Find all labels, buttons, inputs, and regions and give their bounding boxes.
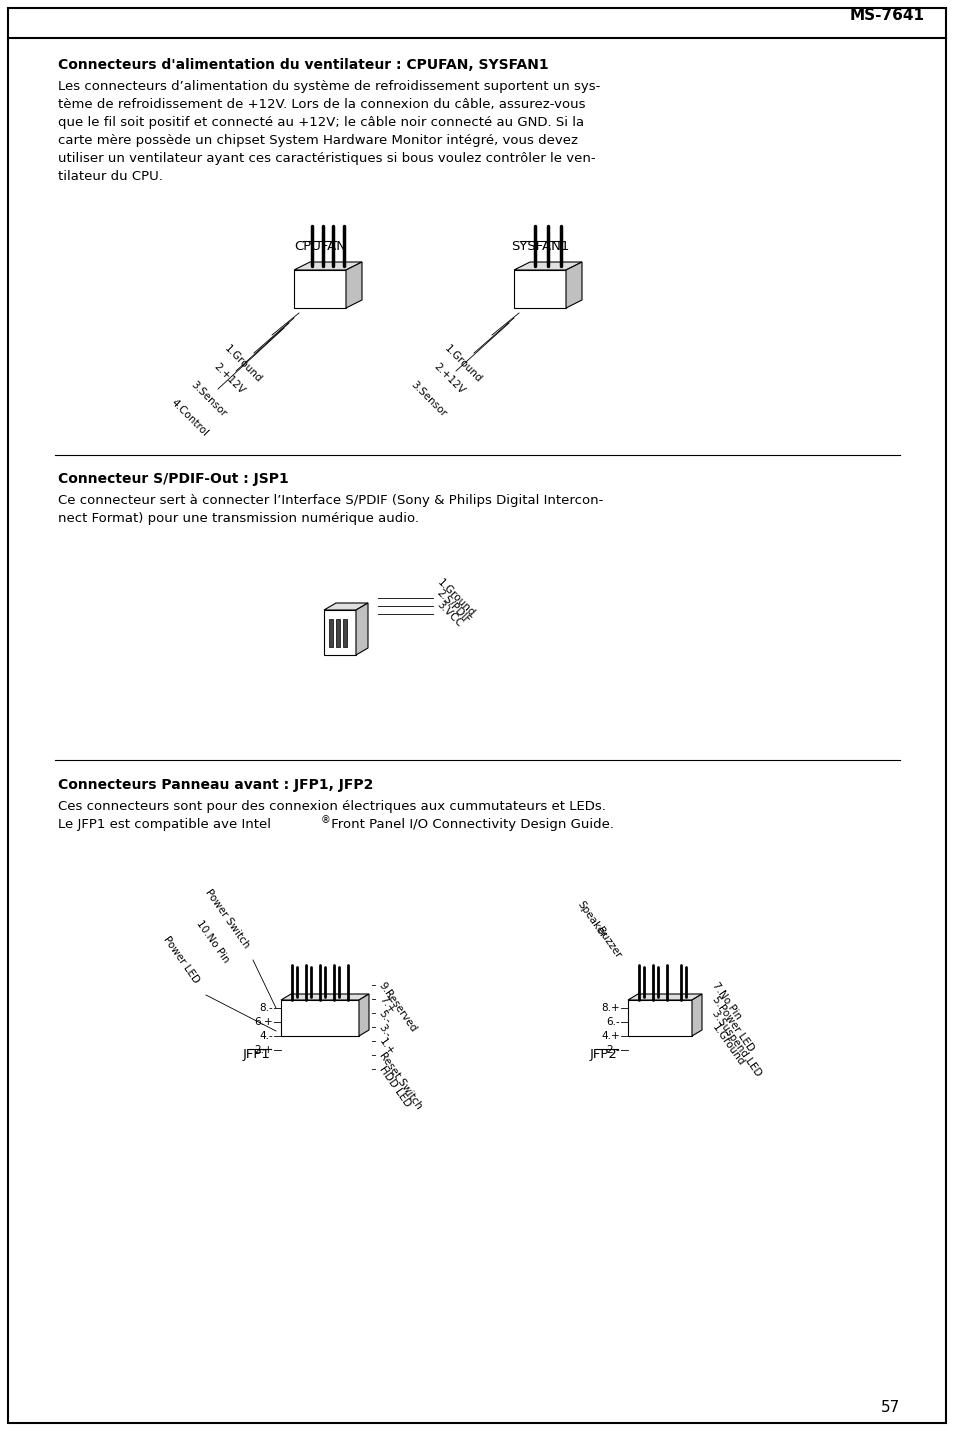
Polygon shape bbox=[355, 602, 368, 655]
Polygon shape bbox=[324, 602, 368, 610]
Text: 4.Control: 4.Control bbox=[169, 396, 210, 438]
Text: Ces connecteurs sont pour des connexion électriques aux cummutateurs et LEDs.: Ces connecteurs sont pour des connexion … bbox=[58, 800, 605, 813]
Text: 1.Ground: 1.Ground bbox=[222, 343, 264, 385]
Text: Les connecteurs d’alimentation du système de refroidissement suportent un sys-: Les connecteurs d’alimentation du systèm… bbox=[58, 80, 599, 93]
Text: SYSFAN1: SYSFAN1 bbox=[510, 240, 569, 253]
Text: HDD LED: HDD LED bbox=[376, 1065, 412, 1109]
Text: ®: ® bbox=[320, 816, 331, 826]
Text: MS-7641: MS-7641 bbox=[849, 9, 924, 23]
Text: Reset Switch: Reset Switch bbox=[376, 1050, 423, 1110]
Text: 7.No Pin: 7.No Pin bbox=[709, 980, 742, 1020]
Text: 3.Suspend LED: 3.Suspend LED bbox=[709, 1007, 762, 1078]
Text: Connecteurs Panneau avant : JFP1, JFP2: Connecteurs Panneau avant : JFP1, JFP2 bbox=[58, 778, 373, 791]
Text: tilateur du CPU.: tilateur du CPU. bbox=[58, 170, 163, 183]
Bar bbox=[343, 618, 347, 647]
Text: 1.+: 1.+ bbox=[376, 1036, 395, 1058]
Text: tème de refroidissement de +12V. Lors de la connexion du câble, assurez-vous: tème de refroidissement de +12V. Lors de… bbox=[58, 97, 585, 112]
Text: 2.-: 2.- bbox=[605, 1045, 619, 1055]
Text: Le JFP1 est compatible ave Intel: Le JFP1 est compatible ave Intel bbox=[58, 819, 271, 831]
Bar bbox=[627, 1000, 691, 1036]
Bar bbox=[329, 618, 333, 647]
Text: Power Switch: Power Switch bbox=[203, 887, 251, 950]
Text: que le fil soit positif et connecté au +12V; le câble noir connecté au GND. Si l: que le fil soit positif et connecté au +… bbox=[58, 116, 583, 129]
Text: 2.+12V: 2.+12V bbox=[212, 361, 246, 395]
Text: 8.+: 8.+ bbox=[600, 1003, 619, 1013]
Text: 6.+: 6.+ bbox=[254, 1017, 273, 1027]
Text: 1.Ground: 1.Ground bbox=[435, 577, 476, 618]
Bar bbox=[514, 270, 565, 308]
Text: carte mère possède un chipset System Hardware Monitor intégré, vous devez: carte mère possède un chipset System Har… bbox=[58, 135, 578, 147]
Polygon shape bbox=[514, 262, 581, 270]
Text: Buzzer: Buzzer bbox=[594, 926, 622, 960]
Text: 2.S/PDIF: 2.S/PDIF bbox=[435, 587, 472, 625]
Text: 1.Ground: 1.Ground bbox=[442, 343, 483, 385]
Text: Speaker: Speaker bbox=[575, 900, 607, 940]
Polygon shape bbox=[346, 262, 361, 308]
Bar bbox=[294, 270, 346, 308]
Text: 3.VCC: 3.VCC bbox=[435, 600, 464, 628]
Text: 2.+: 2.+ bbox=[254, 1045, 273, 1055]
Text: 9.Reserved: 9.Reserved bbox=[376, 980, 418, 1033]
Text: 6.-: 6.- bbox=[605, 1017, 619, 1027]
Text: 3.-: 3.- bbox=[376, 1022, 393, 1039]
Text: 7.+: 7.+ bbox=[376, 995, 395, 1015]
Text: 8.-: 8.- bbox=[259, 1003, 273, 1013]
Text: 10.No Pin: 10.No Pin bbox=[194, 919, 231, 964]
Text: Connecteur S/PDIF-Out : JSP1: Connecteur S/PDIF-Out : JSP1 bbox=[58, 472, 289, 487]
Text: 1.Ground: 1.Ground bbox=[709, 1022, 745, 1068]
Polygon shape bbox=[565, 262, 581, 308]
Bar bbox=[281, 1000, 358, 1036]
Text: 5.-: 5.- bbox=[376, 1007, 393, 1025]
Text: utiliser un ventilateur ayant ces caractéristiques si bous voulez contrôler le v: utiliser un ventilateur ayant ces caract… bbox=[58, 152, 595, 165]
Polygon shape bbox=[627, 995, 701, 1000]
Text: 2.+12V: 2.+12V bbox=[431, 361, 465, 395]
Polygon shape bbox=[294, 262, 361, 270]
Text: JFP2: JFP2 bbox=[590, 1047, 618, 1060]
Text: 57: 57 bbox=[880, 1400, 899, 1415]
Text: Power LED: Power LED bbox=[161, 934, 201, 985]
Text: JFP1: JFP1 bbox=[243, 1047, 271, 1060]
Text: 3.Sensor: 3.Sensor bbox=[408, 379, 448, 418]
Text: nect Format) pour une transmission numérique audio.: nect Format) pour une transmission numér… bbox=[58, 512, 418, 525]
Polygon shape bbox=[281, 995, 369, 1000]
Polygon shape bbox=[358, 995, 369, 1036]
Bar bbox=[324, 610, 355, 655]
Polygon shape bbox=[691, 995, 701, 1036]
Text: 5.Power LED: 5.Power LED bbox=[709, 995, 755, 1053]
Text: 4.+: 4.+ bbox=[600, 1030, 619, 1040]
Text: Front Panel I/O Connectivity Design Guide.: Front Panel I/O Connectivity Design Guid… bbox=[327, 819, 614, 831]
Bar bbox=[335, 618, 339, 647]
Text: 3.Sensor: 3.Sensor bbox=[189, 379, 228, 418]
Text: Ce connecteur sert à connecter l’Interface S/PDIF (Sony & Philips Digital Interc: Ce connecteur sert à connecter l’Interfa… bbox=[58, 494, 602, 507]
Text: 4.-: 4.- bbox=[259, 1030, 273, 1040]
Text: CPUFAN: CPUFAN bbox=[294, 240, 346, 253]
Text: Connecteurs d'alimentation du ventilateur : CPUFAN, SYSFAN1: Connecteurs d'alimentation du ventilateu… bbox=[58, 59, 548, 72]
